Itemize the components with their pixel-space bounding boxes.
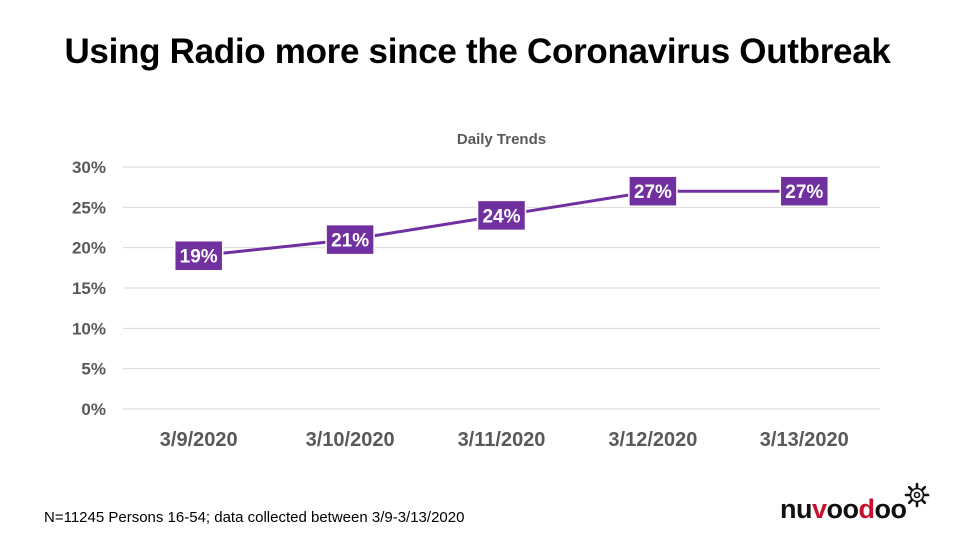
nuvoodoo-logo: nuvoodoo	[780, 482, 940, 526]
chart-title: Daily Trends	[457, 131, 546, 148]
data-label: 24%	[482, 206, 520, 227]
footnote: N=11245 Persons 16-54; data collected be…	[44, 509, 465, 526]
y-tick-label: 10%	[72, 319, 106, 338]
data-point-marker	[325, 223, 375, 256]
y-tick-label: 25%	[72, 198, 106, 217]
data-point-marker	[476, 199, 527, 232]
x-tick-label: 3/11/2020	[458, 429, 546, 451]
x-tick-label: 3/13/2020	[760, 429, 849, 451]
y-tick-label: 30%	[72, 158, 106, 177]
y-tick-label: 0%	[81, 400, 106, 419]
x-tick-label: 3/10/2020	[306, 429, 395, 451]
data-label: 27%	[785, 182, 823, 203]
logo-wordmark: nuvoodoo	[780, 494, 907, 524]
data-point-marker	[173, 239, 224, 272]
line-chart: Daily Trends 0% 5% 10% 15% 20% 25% 30% 3/9/2020 3…	[72, 131, 880, 451]
x-tick-label: 3/9/2020	[160, 429, 238, 451]
data-label: 21%	[331, 231, 369, 252]
x-tick-label: 3/12/2020	[608, 429, 697, 451]
data-point-marker	[779, 175, 830, 207]
data-label: 27%	[634, 182, 672, 203]
y-tick-label: 5%	[81, 360, 106, 379]
data-point-marker	[628, 175, 678, 207]
y-tick-label: 15%	[72, 279, 106, 298]
y-tick-label: 20%	[72, 239, 106, 258]
data-label: 19%	[180, 247, 218, 268]
gear-icon	[904, 482, 930, 508]
slide-title: Using Radio more since the Coronavirus O…	[64, 32, 891, 71]
